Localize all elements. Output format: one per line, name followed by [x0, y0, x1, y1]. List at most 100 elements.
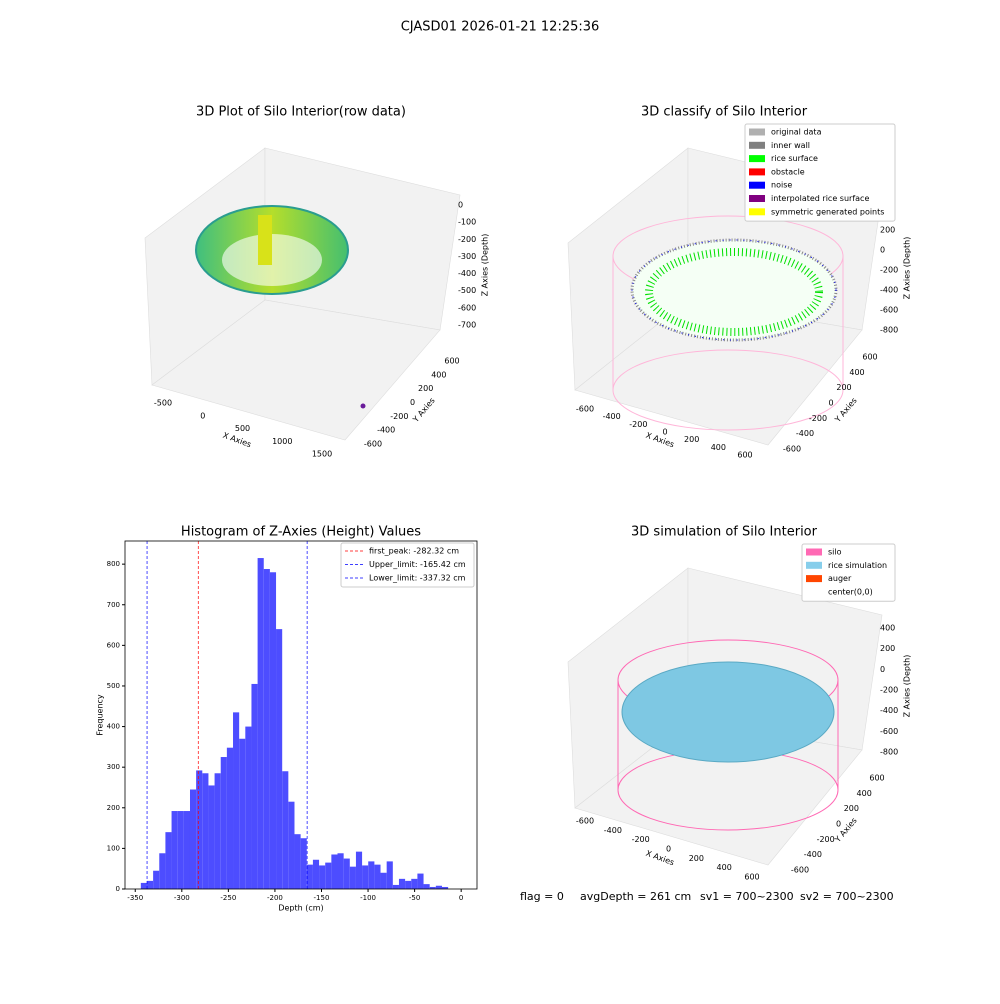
bar [386, 861, 393, 889]
bar [159, 853, 166, 889]
legend-swatch [806, 548, 822, 556]
hist-title: Histogram of Z-Axies (Height) Values [181, 525, 421, 540]
legend-swatch [749, 128, 765, 136]
outlier [360, 403, 366, 409]
bar [263, 569, 270, 889]
point-clouds [195, 205, 844, 831]
legend-swatch [806, 575, 822, 583]
raw-center [258, 215, 272, 265]
legend-label: Lower_limit: -337.32 cm [369, 574, 466, 583]
y-axis-label: Y Axies [833, 396, 859, 425]
bar [319, 865, 326, 889]
x-tick-label: 1000 [272, 437, 292, 446]
z-tick-label: 0 [880, 246, 885, 255]
x-tick-label: 200 [689, 854, 704, 863]
legend-label: obstacle [771, 167, 805, 176]
legend-swatch [806, 588, 822, 596]
legend-swatch [749, 195, 765, 202]
x-axis-label: X Axies [222, 431, 253, 450]
bar [294, 834, 301, 889]
suptitle: CJASD01 2026-01-21 12:25:36 [401, 20, 600, 35]
bar [153, 870, 160, 889]
legend-swatch [749, 208, 765, 216]
bar [140, 882, 147, 889]
legend-label: center(0,0) [828, 587, 873, 596]
legend-label: inner wall [771, 141, 810, 150]
x-tick-label: 0 [200, 411, 205, 420]
rice-surface [645, 248, 823, 336]
z-tick-label: 200 [880, 644, 895, 653]
bar [417, 873, 424, 889]
y-tick-label: -200 [390, 412, 408, 421]
legend-label: Upper_limit: -165.42 cm [369, 560, 466, 569]
bar [306, 864, 313, 889]
footer: flag = 0 [520, 890, 564, 903]
rice-simulation [621, 661, 835, 763]
bar [257, 558, 264, 889]
x-tick-label: -400 [603, 412, 621, 421]
z-tick-label: -200 [880, 686, 898, 695]
x-tick-label: -300 [174, 894, 190, 902]
bar [276, 629, 283, 889]
x-tick-label: 400 [717, 863, 732, 872]
panel-title: 3D simulation of Silo Interior [631, 525, 818, 540]
z-tick-label: -300 [458, 252, 476, 261]
bar [423, 884, 430, 889]
noise [631, 239, 837, 341]
y-tick-label: 0 [410, 398, 415, 407]
legend-label: first_peak: -282.32 cm [369, 547, 459, 556]
bar [405, 880, 412, 889]
x-tick-label: -200 [267, 894, 283, 902]
y-tick-label: 500 [107, 682, 120, 690]
y-tick-label: 200 [836, 383, 851, 392]
bar [196, 770, 203, 889]
footer: sv1 = 700~2300 [700, 890, 794, 903]
bar [331, 854, 338, 889]
z-tick-label: -500 [458, 286, 476, 295]
bar [282, 771, 289, 889]
x-tick-label: -250 [220, 894, 236, 902]
bar [300, 838, 307, 889]
x-label: Depth (cm) [278, 904, 323, 913]
z-tick-label: -700 [458, 321, 476, 330]
x-tick-label: -100 [360, 894, 376, 902]
y-tick-label: -600 [783, 445, 801, 454]
y-tick-label: 0 [836, 820, 841, 829]
x-tick-label: -150 [314, 894, 330, 902]
legend-swatch [749, 168, 765, 176]
z-axis-label: Z Axies (Depth) [481, 234, 490, 297]
bar [233, 712, 240, 889]
y-tick-label: 400 [849, 368, 864, 377]
x-tick-label: -400 [604, 826, 622, 835]
x-tick-label: -350 [127, 894, 143, 902]
legend-swatch [749, 155, 765, 163]
bar [429, 886, 436, 889]
bar [435, 885, 442, 889]
x-tick-label: -600 [576, 405, 594, 414]
y-tick-label: 600 [107, 641, 120, 649]
y-tick-label: 600 [862, 353, 877, 362]
x-tick-label: 400 [711, 443, 726, 452]
footer: avgDepth = 261 cm [580, 890, 691, 903]
legend-swatch [749, 141, 765, 149]
x-tick-label: -500 [154, 399, 172, 408]
pane [574, 719, 863, 866]
y-tick-label: 300 [107, 763, 120, 771]
z-tick-label: -800 [880, 326, 898, 335]
y-tick-label: 200 [107, 804, 120, 812]
z-tick-label: -400 [880, 286, 898, 295]
z-tick-label: 200 [880, 226, 895, 235]
bar [251, 683, 258, 889]
z-tick-label: -800 [880, 748, 898, 757]
bar [441, 886, 449, 889]
z-axis-label: Z Axies (Depth) [903, 655, 912, 718]
x-tick-label: 0 [459, 894, 463, 902]
legend-label: interpolated rice surface [771, 194, 869, 203]
bar [269, 572, 277, 889]
legend-swatch [806, 561, 822, 569]
y-tick-label: 600 [444, 357, 459, 366]
z-axis-label: Z Axies (Depth) [903, 237, 912, 300]
y-tick-label: 200 [418, 384, 433, 393]
bar [220, 757, 227, 889]
